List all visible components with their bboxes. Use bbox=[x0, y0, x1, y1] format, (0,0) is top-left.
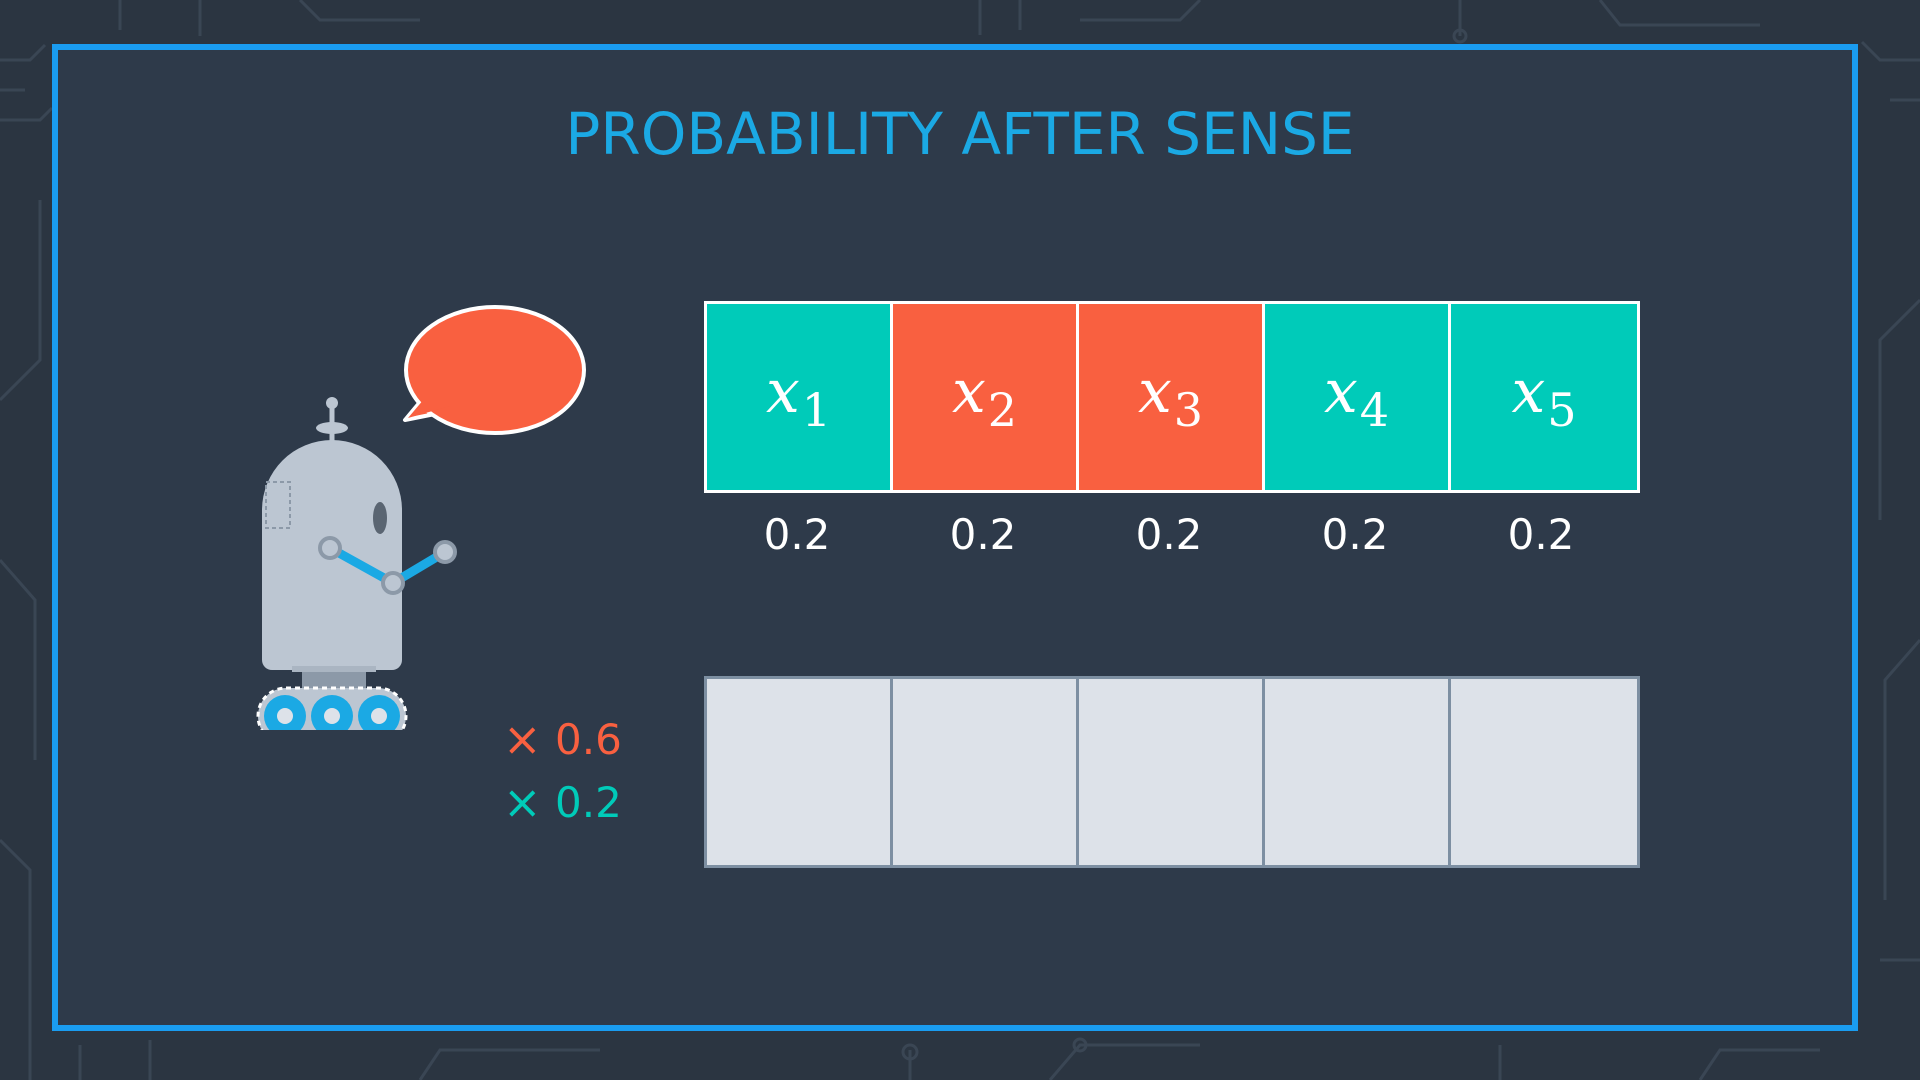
multiplier-red: × 0.6 bbox=[503, 712, 622, 766]
multiplier-value: 0.2 bbox=[555, 777, 622, 827]
cell-label: x4 bbox=[1323, 357, 1390, 437]
empty-cell bbox=[1079, 679, 1265, 865]
prior-value: 0.2 bbox=[1135, 510, 1203, 559]
prior-value: 0.2 bbox=[763, 510, 831, 559]
cell-label: x2 bbox=[951, 357, 1018, 437]
multiply-icon: × bbox=[503, 712, 542, 766]
cell-x5: x5 bbox=[1451, 304, 1637, 490]
prior-value: 0.2 bbox=[949, 510, 1017, 559]
cell-label: x1 bbox=[765, 357, 832, 437]
world-cells: x1 x2 x3 x4 x5 bbox=[704, 301, 1640, 493]
multiplier-value: 0.6 bbox=[555, 714, 622, 764]
prior-value: 0.2 bbox=[1321, 510, 1389, 559]
cell-x2: x2 bbox=[893, 304, 1079, 490]
empty-cell bbox=[1451, 679, 1637, 865]
cell-x1: x1 bbox=[707, 304, 893, 490]
slide-title: PROBABILITY AFTER SENSE bbox=[565, 100, 1355, 168]
empty-cell bbox=[893, 679, 1079, 865]
posterior-cells bbox=[704, 676, 1640, 868]
empty-cell bbox=[1265, 679, 1451, 865]
multiplier-green: × 0.2 bbox=[503, 775, 622, 829]
speech-bubble-icon bbox=[403, 305, 586, 435]
prior-value: 0.2 bbox=[1507, 510, 1575, 559]
cell-label: x5 bbox=[1511, 357, 1577, 437]
cell-label: x3 bbox=[1137, 357, 1204, 437]
robot-icon bbox=[256, 305, 586, 730]
cell-x3: x3 bbox=[1079, 304, 1265, 490]
empty-cell bbox=[707, 679, 893, 865]
cell-x4: x4 bbox=[1265, 304, 1451, 490]
prior-probabilities: 0.2 0.2 0.2 0.2 0.2 bbox=[704, 510, 1634, 559]
multiply-icon: × bbox=[503, 775, 542, 829]
